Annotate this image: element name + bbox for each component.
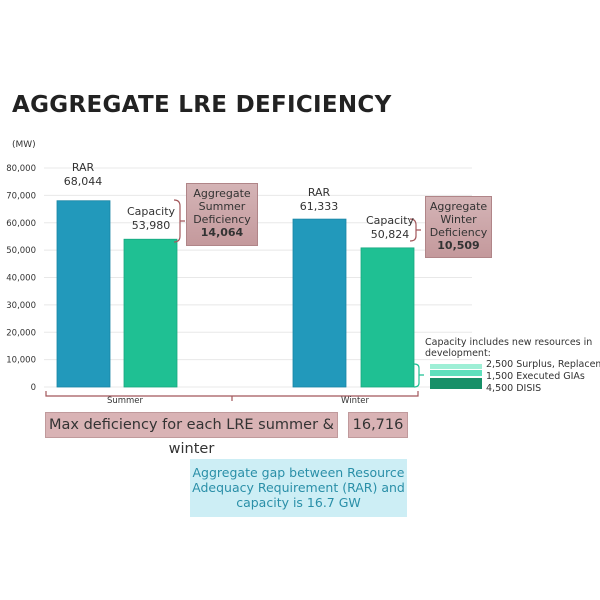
- text: Winter: [440, 213, 477, 226]
- bar-rar-summer: [56, 200, 111, 388]
- data-label: 61,333: [299, 200, 339, 213]
- legend-disis: 4,500 DISIS: [486, 383, 542, 394]
- y-tick-label: 30,000: [6, 301, 36, 311]
- text: Adequacy Requirement (RAR) and: [192, 480, 405, 495]
- text: development:: [425, 348, 491, 359]
- page-title: AGGREGATE LRE DEFICIENCY: [12, 92, 392, 118]
- legend-gias: 1,500 Executed GIAs: [486, 371, 585, 382]
- bar-capacity-winter: [360, 247, 415, 388]
- max-deficiency-label: Max deficiency for each LRE summer & win…: [45, 412, 338, 457]
- new-resources-brace: [413, 363, 424, 388]
- text: Capacity includes new resources in: [425, 337, 593, 348]
- max-deficiency-value: 16,716: [348, 412, 408, 438]
- y-tick-label: 70,000: [6, 191, 36, 201]
- text: Aggregate gap between Resource: [192, 465, 405, 480]
- legend-swatch-surplus: [430, 364, 482, 369]
- text: Deficiency: [193, 213, 251, 226]
- legend-surplus: 2,500 Surplus, Replacement: [486, 359, 600, 370]
- summer-rar-label: RAR 68,044: [43, 161, 123, 189]
- text: Summer: [198, 200, 246, 213]
- bar-capacity-summer: [123, 238, 178, 388]
- data-label: 50,824: [370, 228, 410, 241]
- y-tick-label: 20,000: [6, 328, 36, 338]
- summer-deficiency-value: 14,064: [200, 226, 244, 239]
- series-name: Capacity: [126, 205, 176, 218]
- bar-rar-winter: [292, 218, 347, 388]
- series-name: RAR: [307, 186, 331, 199]
- summer-deficiency-box: Aggregate Summer Deficiency 14,064: [186, 183, 258, 246]
- text: Deficiency: [429, 226, 488, 239]
- x-label-winter: Winter: [340, 396, 370, 406]
- y-tick-label: 50,000: [6, 246, 36, 256]
- y-tick-label: 80,000: [6, 164, 36, 174]
- text: Aggregate: [193, 187, 251, 200]
- winter-rar-label: RAR 61,333: [279, 186, 359, 214]
- winter-capacity-label: Capacity 50,824: [354, 214, 426, 242]
- text: Aggregate: [429, 200, 488, 213]
- data-label: 68,044: [63, 175, 103, 188]
- winter-deficiency-brace: [409, 218, 421, 242]
- summer-capacity-label: Capacity 53,980: [115, 205, 187, 233]
- data-label: 53,980: [131, 219, 171, 232]
- legend-swatch-disis: [430, 378, 482, 389]
- y-tick-label: 40,000: [6, 274, 36, 284]
- series-name: Capacity: [365, 214, 415, 227]
- gap-note-box: Aggregate gap between Resource Adequacy …: [190, 459, 407, 517]
- x-label-summer: Summer: [106, 396, 144, 406]
- legend-swatch-gias: [430, 370, 482, 376]
- new-resources-heading: Capacity includes new resources in devel…: [425, 337, 592, 359]
- winter-deficiency-box: Aggregate Winter Deficiency 10,509: [425, 196, 492, 258]
- y-tick-label: 10,000: [6, 356, 36, 366]
- y-tick-label: 0: [31, 383, 36, 393]
- summer-deficiency-brace: [173, 199, 185, 243]
- text: capacity is 16.7 GW: [236, 495, 361, 510]
- series-name: RAR: [71, 161, 95, 174]
- y-tick-label: 60,000: [6, 219, 36, 229]
- y-axis-unit-label: (MW): [12, 140, 36, 150]
- winter-deficiency-value: 10,509: [437, 239, 480, 252]
- category-brace: [45, 391, 419, 401]
